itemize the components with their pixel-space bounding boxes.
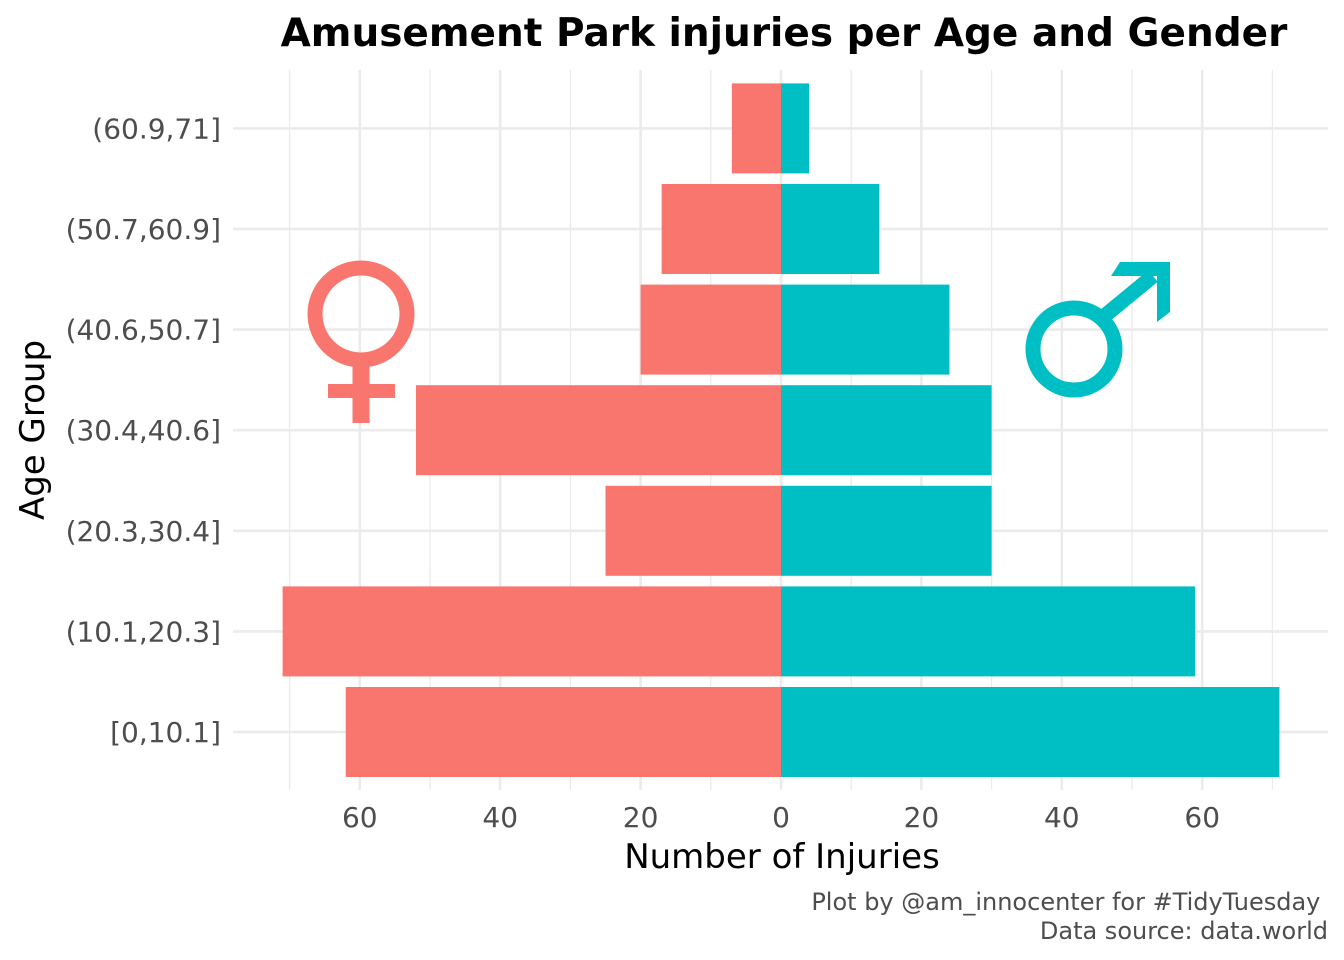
y-axis-title: Age Group — [13, 340, 53, 520]
y-tick-label: (40.6,50.7] — [66, 314, 221, 347]
x-tick-labels: 60 40 20 0 20 40 60 — [342, 801, 1220, 834]
y-tick-label: (10.1,20.3] — [66, 615, 221, 648]
left-bar-5 — [661, 184, 781, 274]
male-symbol-icon — [1025, 262, 1170, 398]
y-tick-label: (30.4,40.6] — [66, 414, 221, 447]
y-tick-label: (20.3,30.4] — [66, 515, 221, 548]
right-bar-6 — [781, 83, 810, 174]
x-axis-title: Number of Injuries — [624, 837, 940, 877]
x-tick-label: 60 — [1184, 801, 1220, 834]
female-symbol-icon — [307, 260, 415, 423]
right-bar-1 — [781, 586, 1196, 677]
y-tick-label: [0,10.1] — [110, 716, 221, 749]
left-bar-2 — [605, 485, 781, 576]
x-tick-label: 0 — [772, 801, 790, 834]
x-tick-label: 40 — [1044, 801, 1080, 834]
x-tick-label: 40 — [482, 801, 518, 834]
chart-title: Amusement Park injuries per Age and Gend… — [281, 11, 1289, 56]
left-bar-6 — [731, 83, 781, 174]
right-bar-5 — [781, 184, 880, 274]
left-bar-0 — [345, 687, 781, 777]
left-bar-3 — [415, 385, 781, 476]
caption-credit: Plot by @am_innocenter for #TidyTuesday — [811, 888, 1328, 916]
x-tick-label: 20 — [904, 801, 940, 834]
left-bar-4 — [640, 284, 781, 375]
bars — [282, 83, 1280, 777]
right-bar-4 — [781, 284, 950, 375]
x-tick-label: 20 — [623, 801, 659, 834]
y-tick-labels: [0,10.1] (10.1,20.3] (20.3,30.4] (30.4,40.6… — [66, 112, 221, 749]
y-tick-label: (50.7,60.9] — [66, 213, 221, 246]
right-bar-2 — [781, 485, 992, 576]
right-bar-0 — [781, 687, 1280, 777]
y-tick-label: (60.9,71] — [92, 112, 221, 145]
x-tick-label: 60 — [342, 801, 378, 834]
right-bar-3 — [781, 385, 992, 476]
left-bar-1 — [282, 586, 781, 677]
caption-source: Data source: data.world — [1040, 917, 1328, 945]
